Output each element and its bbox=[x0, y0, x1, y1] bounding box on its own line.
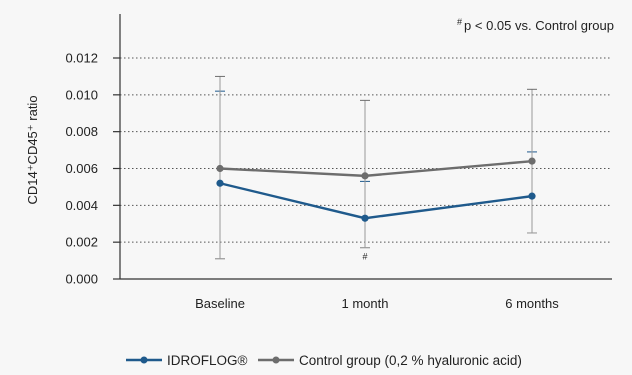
x-tick-label: Baseline bbox=[195, 296, 245, 311]
legend-label: Control group (0,2 % hyaluronic acid) bbox=[299, 353, 522, 368]
data-point bbox=[216, 179, 224, 187]
data-point bbox=[528, 157, 536, 165]
y-tick-label: 0.006 bbox=[65, 161, 98, 176]
y-axis-label: CD14⁺CD45⁺ ratio bbox=[25, 95, 40, 204]
x-tick-labels: Baseline 1 month 6 months bbox=[195, 296, 559, 311]
data-points bbox=[216, 157, 536, 222]
axes bbox=[113, 14, 612, 280]
y-tick-label: 0.012 bbox=[65, 51, 98, 66]
data-point bbox=[361, 172, 369, 180]
point-annotations: # bbox=[362, 252, 367, 262]
series-line-0 bbox=[219, 182, 533, 220]
y-tick-label: 0.010 bbox=[65, 87, 98, 102]
significance-note: # p < 0.05 vs. Control group bbox=[457, 17, 614, 33]
error-bars bbox=[215, 75, 537, 260]
x-tick-label: 1 month bbox=[342, 296, 389, 311]
significance-text: p < 0.05 vs. Control group bbox=[464, 18, 614, 33]
y-tick-label: 0.008 bbox=[65, 124, 98, 139]
legend-marker bbox=[272, 356, 280, 364]
legend-label: IDROFLOG® bbox=[167, 353, 248, 368]
data-point bbox=[361, 214, 369, 222]
y-tick-label: 0.004 bbox=[65, 198, 98, 213]
point-annotation: # bbox=[362, 252, 367, 262]
data-point bbox=[528, 192, 536, 200]
y-tick-label: 0.000 bbox=[65, 272, 98, 287]
legend: IDROFLOG® Control group (0,2 % hyaluronic… bbox=[126, 353, 522, 368]
y-tick-labels: 0.000 0.002 0.004 0.006 0.008 0.010 0.012 bbox=[65, 51, 98, 287]
series-lines bbox=[219, 159, 533, 220]
legend-marker bbox=[140, 356, 148, 364]
data-point bbox=[216, 164, 224, 173]
y-tick-label: 0.002 bbox=[65, 235, 98, 250]
grid-lines bbox=[120, 57, 612, 243]
significance-symbol: # bbox=[457, 17, 462, 27]
x-tick-label: 6 months bbox=[505, 296, 559, 311]
